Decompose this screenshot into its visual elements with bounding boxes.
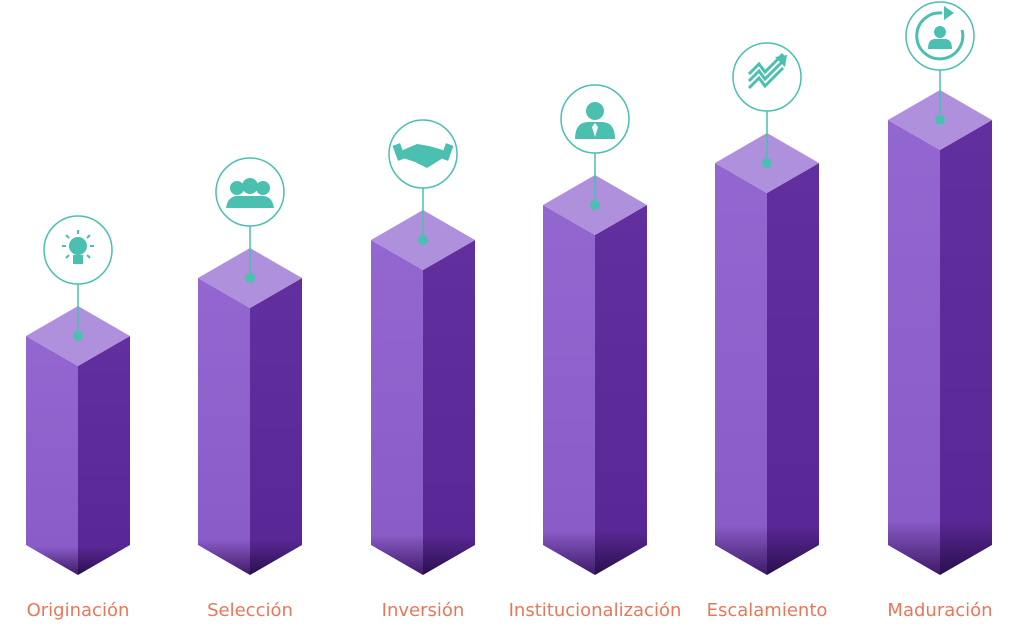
stage-icon <box>747 52 787 90</box>
icon-shape <box>392 143 406 161</box>
icon-shape <box>73 255 83 264</box>
connector-dot <box>73 331 83 341</box>
icon-shape <box>934 26 946 38</box>
icon-line <box>747 52 785 76</box>
column-left-face <box>371 240 423 575</box>
column-left-face <box>198 278 250 575</box>
stage-icon <box>392 143 454 168</box>
column-left-face <box>543 205 595 575</box>
column-right-face <box>423 240 475 575</box>
icon-shape <box>403 144 443 168</box>
icon-shape <box>242 178 258 194</box>
stage-label: Selección <box>207 600 293 621</box>
column-right-face <box>78 336 130 575</box>
column-right-face <box>595 205 647 575</box>
stage-label: Inversión <box>382 600 465 621</box>
connector-dot <box>418 235 428 245</box>
stage: Selección <box>198 157 302 621</box>
stage-icon <box>575 102 615 139</box>
stage-label: Institucionalización <box>509 600 682 621</box>
icon-shape <box>256 181 270 195</box>
icon-line <box>747 66 785 90</box>
icon-ray <box>65 254 70 259</box>
icon-tie <box>592 123 598 137</box>
icon-ray <box>86 254 91 259</box>
icon-shape <box>928 39 952 49</box>
stage: Escalamiento <box>707 42 828 621</box>
icon-cycle <box>915 11 965 61</box>
stage: Inversión <box>371 119 475 621</box>
stage-icon <box>62 230 94 264</box>
connector-dot <box>935 115 945 125</box>
icon-shape <box>586 102 604 120</box>
column-right-face <box>250 278 302 575</box>
icon-shape <box>69 237 87 255</box>
stage: Maduración <box>887 1 993 621</box>
stage-label: Maduración <box>887 600 992 621</box>
connector-dot <box>245 273 255 283</box>
column-left-face <box>888 120 940 575</box>
icon-shape <box>226 195 274 208</box>
icon-shape <box>230 181 244 195</box>
column-left-face <box>26 336 78 575</box>
column-left-face <box>715 163 767 575</box>
column-right-face <box>767 163 819 575</box>
icon-shape <box>440 143 454 161</box>
icon-ray <box>65 234 70 239</box>
icon-ray <box>86 234 91 239</box>
stage-label: Originación <box>27 600 130 621</box>
stage-label: Escalamiento <box>707 600 828 621</box>
icon-line <box>747 59 785 83</box>
icon-arrow <box>944 6 954 20</box>
stage-icon <box>226 178 274 208</box>
column-right-face <box>940 120 992 575</box>
connector-dot <box>762 158 772 168</box>
icon-arrow <box>775 55 787 67</box>
stage: Institucionalización <box>509 84 682 621</box>
stage: Originación <box>26 215 130 621</box>
stage-icon <box>915 6 965 61</box>
connector-dot <box>590 200 600 210</box>
